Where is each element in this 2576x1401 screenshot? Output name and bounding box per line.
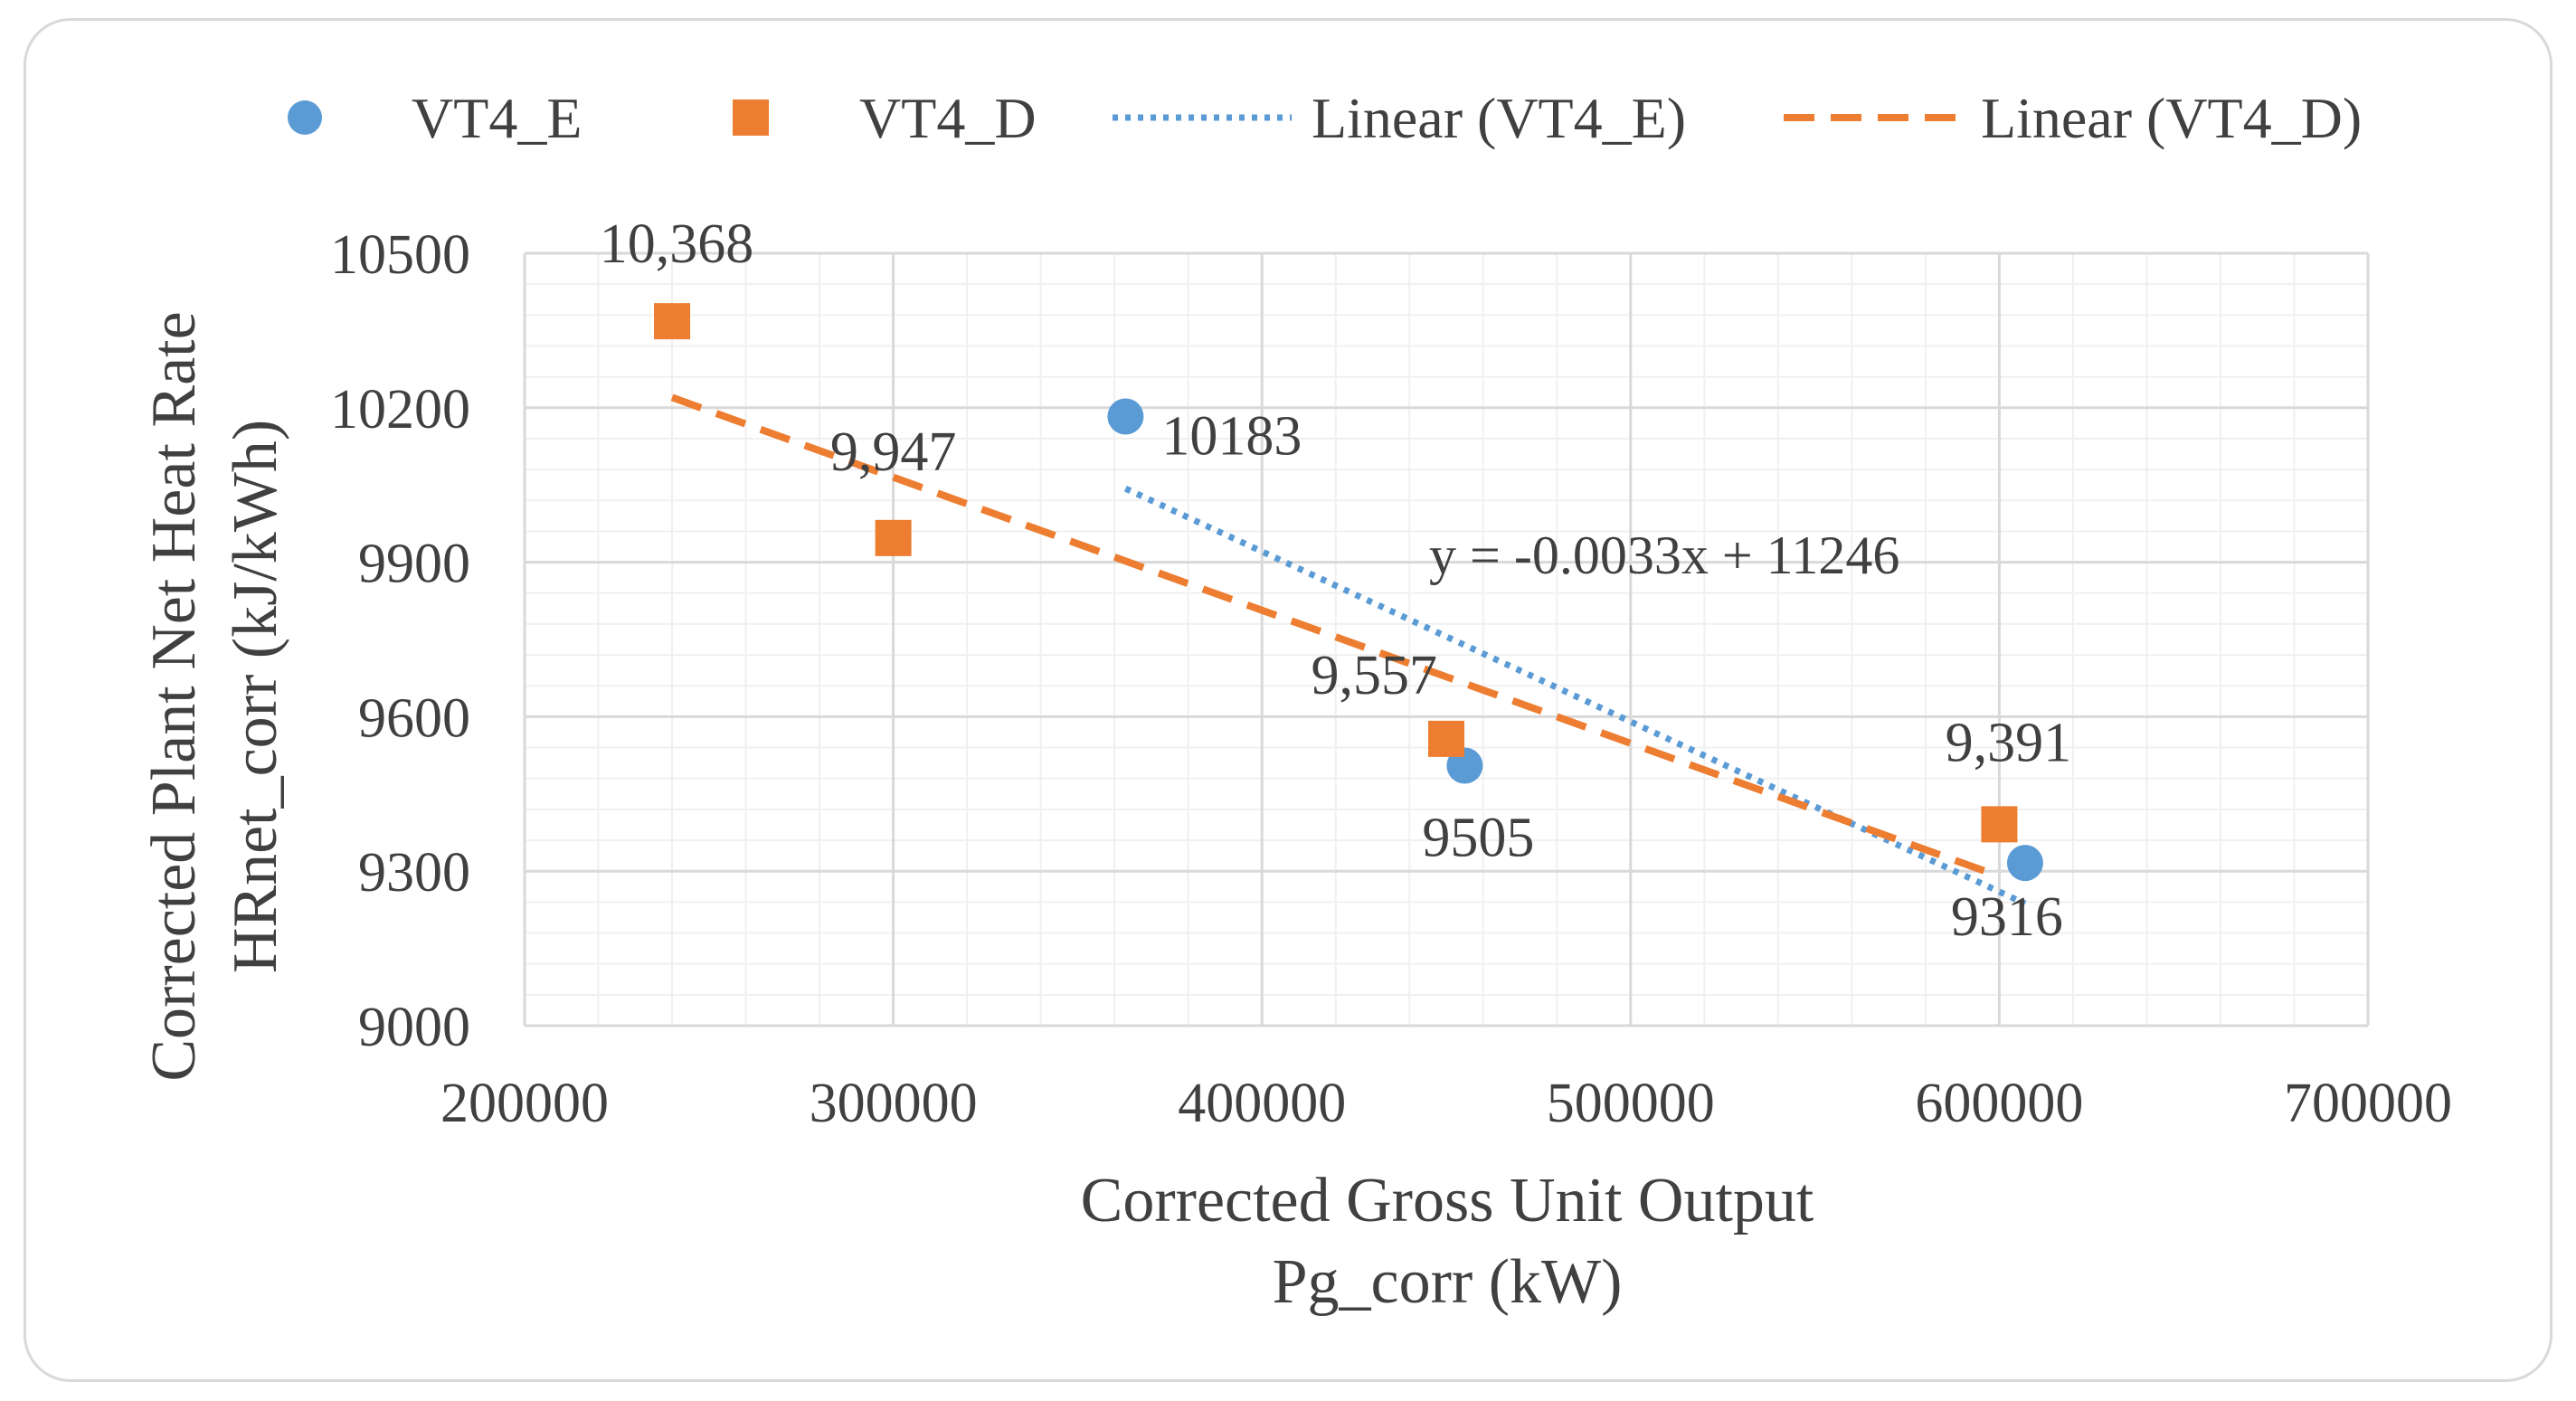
x-tick-label: 600000 bbox=[1915, 1073, 2083, 1134]
point-vt4-d bbox=[654, 303, 691, 340]
x-tick-labels: 200000 300000 400000 500000 600000 700000 bbox=[440, 1073, 2452, 1134]
y-tick-label: 9600 bbox=[358, 687, 470, 749]
legend-vt4d-marker bbox=[733, 99, 769, 136]
y-tick-label: 10200 bbox=[330, 379, 470, 440]
x-tick-label: 300000 bbox=[810, 1073, 978, 1134]
y-tick-labels: 9000 9300 9600 9900 10200 10500 bbox=[330, 224, 470, 1058]
data-label: 9316 bbox=[1951, 886, 2063, 948]
y-tick-label: 10500 bbox=[330, 224, 470, 286]
point-vt4-d bbox=[875, 519, 912, 556]
data-label: 9,391 bbox=[1946, 712, 2072, 773]
chart-frame bbox=[24, 18, 2552, 1382]
x-tick-label: 200000 bbox=[440, 1073, 609, 1134]
data-label: 10183 bbox=[1161, 405, 1302, 467]
point-vt4-d bbox=[1981, 806, 2018, 843]
legend-linear-e-label: Linear (VT4_E) bbox=[1312, 86, 1686, 150]
minor-gridlines bbox=[525, 253, 2368, 1026]
trendline-equation: y = -0.0033x + 11246 bbox=[1429, 525, 1899, 585]
point-vt4-d bbox=[1428, 720, 1464, 757]
x-axis-title-line2: Pg_corr (kW) bbox=[1273, 1247, 1623, 1317]
legend-vt4e-marker bbox=[288, 100, 322, 135]
x-tick-label: 500000 bbox=[1547, 1073, 1715, 1134]
legend-linear-d-label: Linear (VT4_D) bbox=[1981, 86, 2362, 150]
legend-vt4d-label: VT4_D bbox=[859, 86, 1037, 150]
legend-vt4e-label: VT4_E bbox=[412, 86, 582, 150]
y-tick-label: 9000 bbox=[358, 997, 470, 1058]
y-tick-label: 9300 bbox=[358, 842, 470, 904]
data-label: 9,947 bbox=[830, 421, 957, 483]
point-vt4-e bbox=[2006, 845, 2043, 882]
data-points bbox=[654, 303, 2043, 882]
x-tick-label: 700000 bbox=[2284, 1073, 2452, 1134]
x-tick-label: 400000 bbox=[1178, 1073, 1346, 1134]
trendlines bbox=[670, 393, 2027, 907]
data-label: 10,368 bbox=[600, 213, 754, 275]
data-labels: 10183 9505 9316 10,368 9,947 9,557 9,391 bbox=[600, 213, 2071, 948]
data-label: 9505 bbox=[1422, 807, 1534, 868]
point-vt4-e bbox=[1107, 398, 1144, 435]
y-axis-title-line1: Corrected Plant Net Heat Rate bbox=[139, 311, 209, 1081]
legend: VT4_E VT4_D Linear (VT4_E) Linear (VT4_D… bbox=[288, 86, 2362, 150]
data-label: 9,557 bbox=[1312, 645, 1438, 706]
y-axis-title-line2: HRnet_corr (kJ/kWh) bbox=[221, 420, 290, 973]
major-gridlines bbox=[523, 251, 2370, 1027]
x-axis-title-line1: Corrected Gross Unit Output bbox=[1081, 1166, 1814, 1235]
y-tick-label: 9900 bbox=[358, 534, 470, 595]
